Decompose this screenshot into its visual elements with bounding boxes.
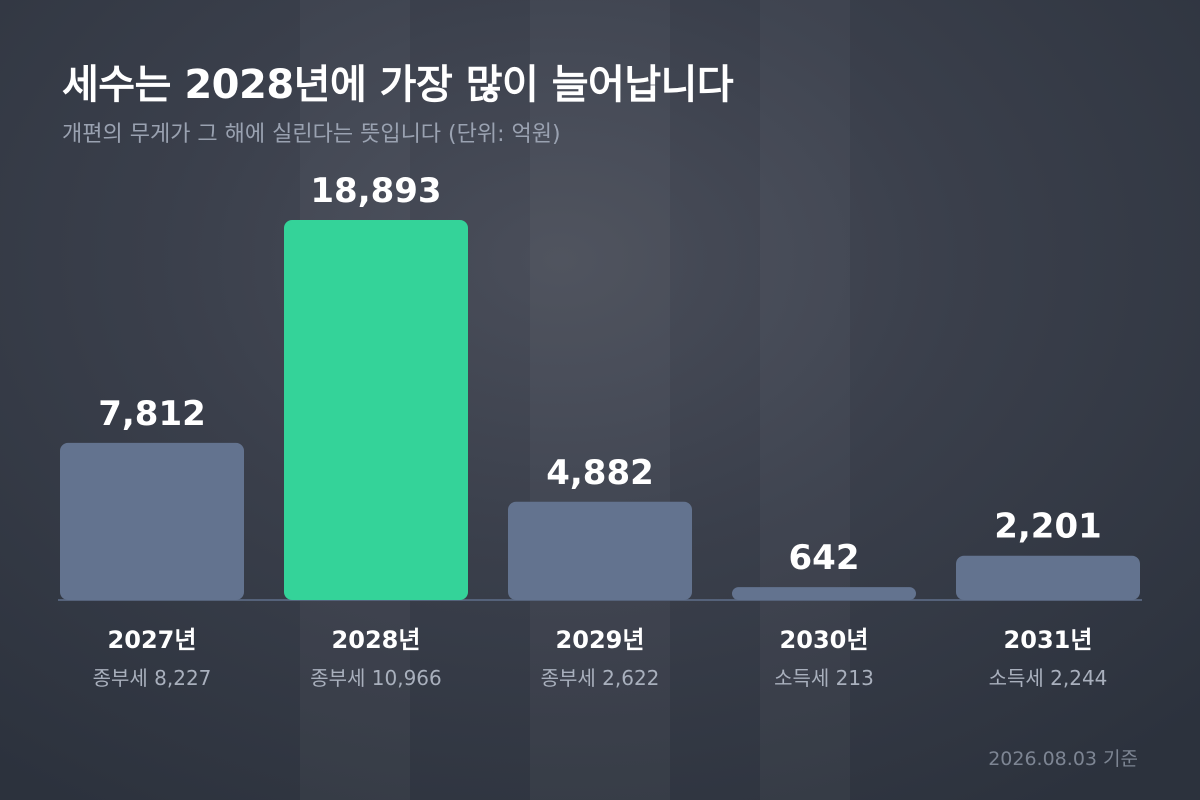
bar xyxy=(284,220,468,600)
bar xyxy=(60,442,244,600)
category-label: 2027년 xyxy=(108,626,197,654)
bar-value-label: 4,882 xyxy=(546,453,654,493)
category-label: 2031년 xyxy=(1004,626,1093,654)
category-sub-label: 종부세 10,966 xyxy=(310,666,442,690)
category-sub-label: 소득세 2,244 xyxy=(989,666,1108,690)
chart-title: 세수는 2028년에 가장 많이 늘어납니다 xyxy=(62,62,734,108)
chart-subtitle: 개편의 무게가 그 해에 실린다는 뜻입니다 (단위: 억원) xyxy=(62,122,561,147)
category-sub-label: 종부세 8,227 xyxy=(93,666,212,690)
date-footnote: 2026.08.03 기준 xyxy=(988,748,1138,770)
category-sub-label: 종부세 2,622 xyxy=(541,666,660,690)
category-label: 2030년 xyxy=(780,626,869,654)
bar xyxy=(732,587,916,600)
bar-value-label: 18,893 xyxy=(310,171,441,211)
category-sub-label: 소득세 213 xyxy=(774,666,874,690)
bar xyxy=(508,501,692,600)
category-label: 2028년 xyxy=(332,626,421,654)
bar-value-label: 642 xyxy=(789,538,860,578)
bar-value-label: 2,201 xyxy=(994,507,1102,547)
bar-value-label: 7,812 xyxy=(98,394,206,434)
category-label: 2029년 xyxy=(556,626,645,654)
bar xyxy=(956,555,1140,600)
